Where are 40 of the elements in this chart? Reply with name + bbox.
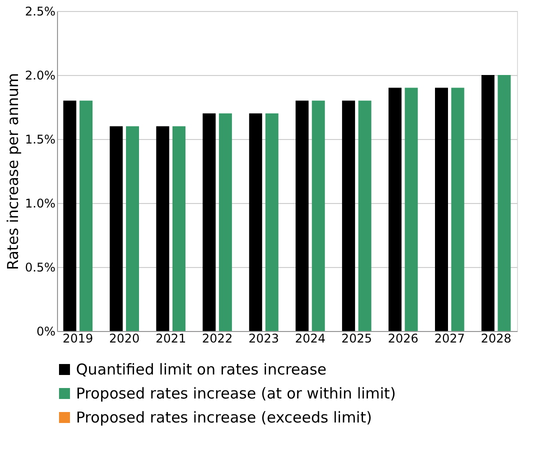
bar [312,100,325,331]
bar [172,126,186,331]
y-tick-label: 0.5% [25,260,56,274]
bar [202,113,216,331]
x-tick-label: 2023 [248,332,280,346]
bar [342,100,356,331]
x-tick-label: 2027 [434,332,465,346]
bar [358,100,372,331]
bar [388,88,402,331]
x-tick-label: 2021 [156,332,186,346]
y-tick-label: 1.0% [25,196,56,210]
bar [110,126,123,331]
x-tick-label: 2020 [109,332,140,346]
bar [265,113,278,331]
legend-label: Proposed rates increase (at or within limit) [76,384,396,402]
bar [126,126,140,331]
bar [404,88,418,331]
bar [156,126,170,331]
y-tick-label: 2.5% [25,4,56,18]
y-tick-label: 0% [36,324,56,338]
bar [434,88,448,331]
x-tick-label: 2028 [480,332,512,346]
bar [296,100,309,331]
x-tick-label: 2022 [202,332,233,346]
bar [80,100,93,331]
bar [249,113,262,331]
x-tick-label: 2019 [62,332,94,346]
bar [498,75,511,331]
y-tick-label: 2.0% [25,68,56,82]
bar [451,88,464,331]
bar [481,75,494,331]
x-tick-label: 2026 [388,332,418,346]
legend-label: Quantified limit on rates increase [76,360,327,378]
legend-label: Proposed rates increase (exceeds limit) [76,408,372,426]
bar [218,113,232,331]
bar [63,100,76,331]
x-tick-label: 2025 [341,332,372,346]
x-tick-label: 2024 [294,332,326,346]
y-axis-title: Rates increase per annum [4,73,22,270]
y-tick-label: 1.5% [25,132,56,146]
